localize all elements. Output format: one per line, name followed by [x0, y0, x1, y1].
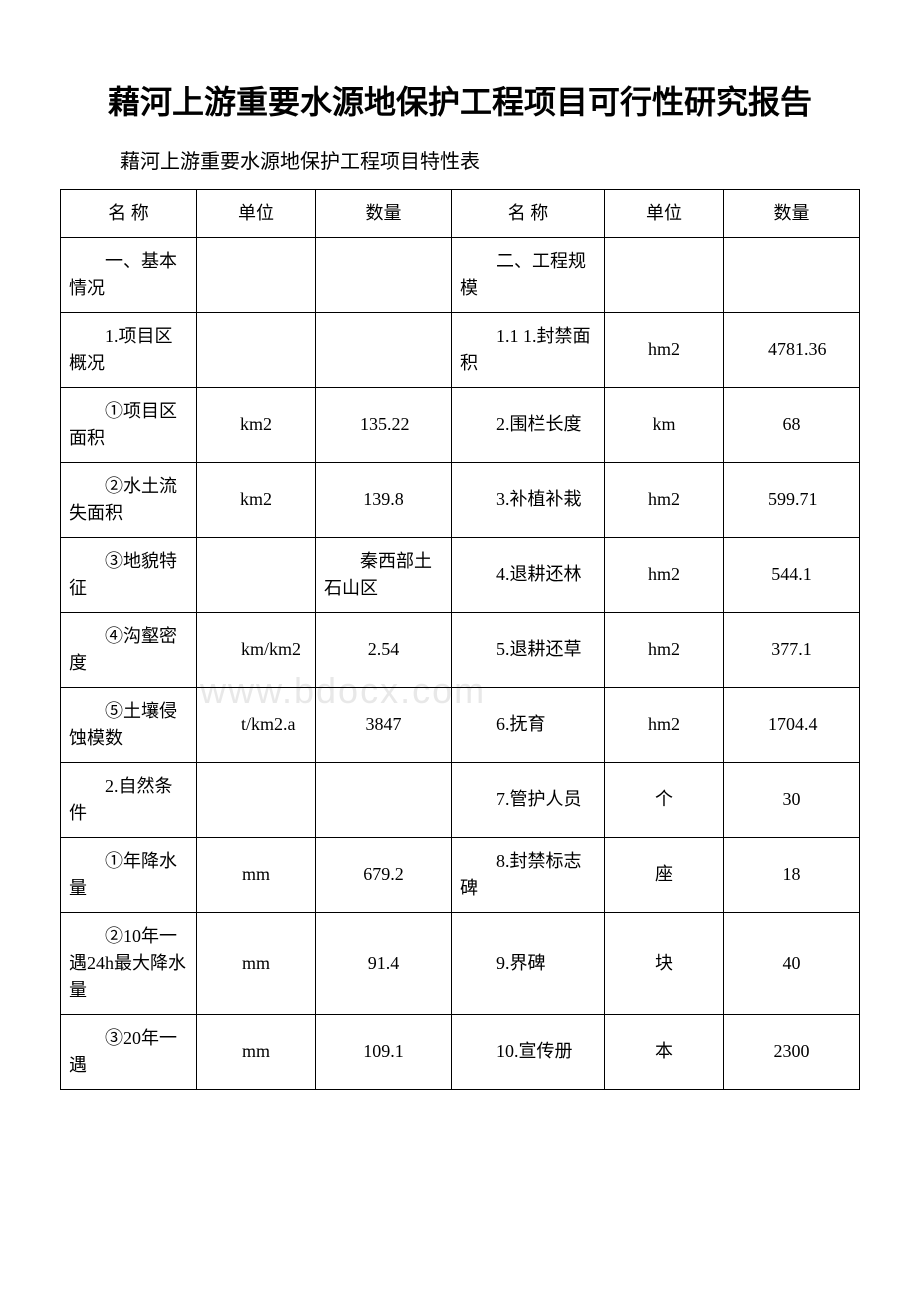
table-row: ③20年一遇 mm 109.1 10.宣传册 本 2300: [61, 1014, 860, 1089]
header-qty1: 数量: [315, 189, 451, 237]
characteristics-table: 名 称 单位 数量 名 称 单位 数量 一、基本情况 二、工程规模 1.项目区概…: [60, 189, 860, 1090]
cell: 2.围栏长度: [451, 387, 604, 462]
cell: [315, 312, 451, 387]
cell: 139.8: [315, 462, 451, 537]
cell: 9.界碑: [451, 912, 604, 1014]
cell: [604, 237, 723, 312]
cell: 679.2: [315, 837, 451, 912]
cell: [315, 237, 451, 312]
table-row: 一、基本情况 二、工程规模: [61, 237, 860, 312]
table-header-row: 名 称 单位 数量 名 称 单位 数量: [61, 189, 860, 237]
cell: 3847: [315, 687, 451, 762]
header-unit2: 单位: [604, 189, 723, 237]
cell: [196, 312, 315, 387]
cell: 一、基本情况: [61, 237, 197, 312]
page-subtitle: 藉河上游重要水源地保护工程项目特性表: [60, 145, 860, 174]
cell: 2300: [723, 1014, 859, 1089]
cell: 68: [723, 387, 859, 462]
cell: 6.抚育: [451, 687, 604, 762]
cell: 4.退耕还林: [451, 537, 604, 612]
cell: ③地貌特征: [61, 537, 197, 612]
cell: km2: [196, 387, 315, 462]
cell: [196, 237, 315, 312]
cell: hm2: [604, 612, 723, 687]
cell: 2.自然条件: [61, 762, 197, 837]
cell: ②水土流失面积: [61, 462, 197, 537]
cell: ②10年一遇24h最大降水量: [61, 912, 197, 1014]
cell: 91.4: [315, 912, 451, 1014]
table-row: ③地貌特征 秦西部土石山区 4.退耕还林 hm2 544.1: [61, 537, 860, 612]
cell: 7.管护人员: [451, 762, 604, 837]
cell: 3.补植补栽: [451, 462, 604, 537]
cell: [315, 762, 451, 837]
cell: 109.1: [315, 1014, 451, 1089]
cell: [723, 237, 859, 312]
cell: 1704.4: [723, 687, 859, 762]
cell: 599.71: [723, 462, 859, 537]
cell: 40: [723, 912, 859, 1014]
cell: hm2: [604, 312, 723, 387]
cell: ④沟壑密度: [61, 612, 197, 687]
cell: km2: [196, 462, 315, 537]
cell: mm: [196, 837, 315, 912]
page-title: 藉河上游重要水源地保护工程项目可行性研究报告: [60, 80, 860, 125]
cell: ①项目区面积: [61, 387, 197, 462]
cell: 1.项目区概况: [61, 312, 197, 387]
cell: hm2: [604, 687, 723, 762]
cell: 18: [723, 837, 859, 912]
cell: 块: [604, 912, 723, 1014]
table-row: ①年降水量 mm 679.2 8.封禁标志碑 座 18: [61, 837, 860, 912]
cell: 135.22: [315, 387, 451, 462]
cell: 10.宣传册: [451, 1014, 604, 1089]
header-name2: 名 称: [451, 189, 604, 237]
cell: 座: [604, 837, 723, 912]
cell: [196, 537, 315, 612]
cell: hm2: [604, 537, 723, 612]
cell: 二、工程规模: [451, 237, 604, 312]
cell: 5.退耕还草: [451, 612, 604, 687]
header-qty2: 数量: [723, 189, 859, 237]
table-row: ②水土流失面积 km2 139.8 3.补植补栽 hm2 599.71: [61, 462, 860, 537]
cell: km: [604, 387, 723, 462]
cell: 个: [604, 762, 723, 837]
table-row: ①项目区面积 km2 135.22 2.围栏长度 km 68: [61, 387, 860, 462]
cell: 2.54: [315, 612, 451, 687]
cell: ⑤土壤侵蚀模数: [61, 687, 197, 762]
cell: 本: [604, 1014, 723, 1089]
header-name1: 名 称: [61, 189, 197, 237]
cell: 544.1: [723, 537, 859, 612]
cell: 1.1 1.封禁面积: [451, 312, 604, 387]
table-row: 2.自然条件 7.管护人员 个 30: [61, 762, 860, 837]
cell: t/km2.a: [196, 687, 315, 762]
cell: mm: [196, 912, 315, 1014]
header-unit1: 单位: [196, 189, 315, 237]
cell: 30: [723, 762, 859, 837]
cell: 377.1: [723, 612, 859, 687]
table-row: ②10年一遇24h最大降水量 mm 91.4 9.界碑 块 40: [61, 912, 860, 1014]
table-row: ④沟壑密度 km/km2 2.54 5.退耕还草 hm2 377.1: [61, 612, 860, 687]
cell: ①年降水量: [61, 837, 197, 912]
cell: 秦西部土石山区: [315, 537, 451, 612]
table-row: 1.项目区概况 1.1 1.封禁面积 hm2 4781.36: [61, 312, 860, 387]
cell: km/km2: [196, 612, 315, 687]
cell: hm2: [604, 462, 723, 537]
table-row: ⑤土壤侵蚀模数 t/km2.a 3847 6.抚育 hm2 1704.4: [61, 687, 860, 762]
cell: ③20年一遇: [61, 1014, 197, 1089]
cell: [196, 762, 315, 837]
cell: mm: [196, 1014, 315, 1089]
cell: 4781.36: [723, 312, 859, 387]
cell: 8.封禁标志碑: [451, 837, 604, 912]
